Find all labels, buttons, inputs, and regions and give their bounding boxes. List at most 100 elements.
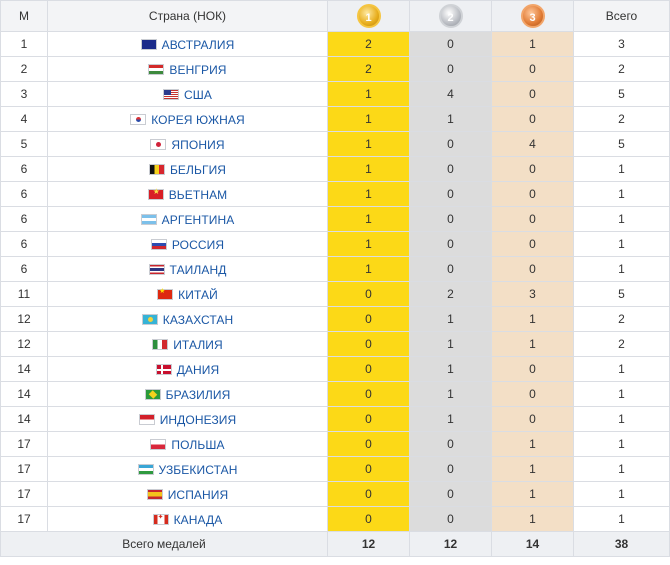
total-medals: 38 xyxy=(573,531,670,557)
country-link[interactable]: КАНАДА xyxy=(173,512,223,527)
silver-count: 0 xyxy=(409,506,492,532)
silver-count: 4 xyxy=(409,81,492,107)
gold-count: 0 xyxy=(327,281,410,307)
country-link[interactable]: ИТАЛИЯ xyxy=(173,337,223,352)
flag-it-icon xyxy=(152,338,169,350)
bronze-count: 0 xyxy=(491,81,574,107)
flag-au-icon xyxy=(140,38,157,50)
country-cell: ИТАЛИЯ xyxy=(47,331,328,357)
total-count: 1 xyxy=(573,356,670,382)
table-row: 17 ИСПАНИЯ 0 0 1 1 xyxy=(0,481,670,507)
total-column-header[interactable]: Всего xyxy=(573,0,670,32)
country-link[interactable]: ВЕНГРИЯ xyxy=(169,62,227,77)
country-link[interactable]: АРГЕНТИНА xyxy=(161,212,235,227)
flag-es-icon xyxy=(146,488,163,500)
rank-cell: 6 xyxy=(0,231,48,257)
country-link[interactable]: КИТАЙ xyxy=(178,287,218,302)
flag-ca-icon xyxy=(152,513,169,525)
country-cell: ДАНИЯ xyxy=(47,356,328,382)
flag-cn-icon xyxy=(157,287,174,300)
table-row: 5 ЯПОНИЯ 1 0 4 5 xyxy=(0,131,670,157)
country-cell: ИСПАНИЯ xyxy=(47,481,328,507)
country-cell: США xyxy=(47,81,328,107)
country-link[interactable]: УЗБЕКИСТАН xyxy=(158,462,238,477)
total-count: 2 xyxy=(573,56,670,82)
total-count: 1 xyxy=(573,206,670,232)
flag-br-icon xyxy=(144,388,161,400)
rank-column-header[interactable]: М xyxy=(0,0,48,32)
silver-column-header[interactable]: 2 xyxy=(409,0,492,32)
rank-cell: 17 xyxy=(0,456,48,482)
rank-cell: 14 xyxy=(0,406,48,432)
country-link[interactable]: ИНДОНЕЗИЯ xyxy=(159,412,237,427)
bronze-count: 0 xyxy=(491,56,574,82)
gold-count: 1 xyxy=(327,131,410,157)
country-link[interactable]: КОРЕЯ ЮЖНАЯ xyxy=(151,112,245,127)
rank-cell: 6 xyxy=(0,156,48,182)
rank-cell: 6 xyxy=(0,256,48,282)
total-count: 5 xyxy=(573,81,670,107)
total-count: 1 xyxy=(573,231,670,257)
gold-count: 0 xyxy=(327,506,410,532)
rank-cell: 5 xyxy=(0,131,48,157)
rank-cell: 1 xyxy=(0,31,48,57)
table-row: 14 ИНДОНЕЗИЯ 0 1 0 1 xyxy=(0,406,670,432)
gold-count: 1 xyxy=(327,181,410,207)
country-cell: КИТАЙ xyxy=(47,281,328,307)
gold-count: 0 xyxy=(327,431,410,457)
country-link[interactable]: ПОЛЬША xyxy=(171,437,225,452)
country-cell: БЕЛЬГИЯ xyxy=(47,156,328,182)
silver-medal-icon: 2 xyxy=(438,4,463,28)
table-row: 6 РОССИЯ 1 0 0 1 xyxy=(0,231,670,257)
flag-ar-icon xyxy=(140,213,157,225)
flag-jp-icon xyxy=(150,138,167,150)
country-cell: ВЕНГРИЯ xyxy=(47,56,328,82)
table-row: 14 БРАЗИЛИЯ 0 1 0 1 xyxy=(0,381,670,407)
total-count: 1 xyxy=(573,381,670,407)
total-count: 1 xyxy=(573,481,670,507)
country-link[interactable]: ИСПАНИЯ xyxy=(167,487,229,502)
rank-cell: 6 xyxy=(0,206,48,232)
country-link[interactable]: БЕЛЬГИЯ xyxy=(169,162,227,177)
silver-count: 1 xyxy=(409,406,492,432)
country-link[interactable]: США xyxy=(184,87,212,102)
table-row: 3 США 1 4 0 5 xyxy=(0,81,670,107)
bronze-count: 0 xyxy=(491,181,574,207)
country-link[interactable]: ЯПОНИЯ xyxy=(171,137,225,152)
gold-count: 1 xyxy=(327,106,410,132)
bronze-count: 0 xyxy=(491,106,574,132)
gold-count: 2 xyxy=(327,31,410,57)
country-link[interactable]: ТАИЛАНД xyxy=(169,262,227,277)
flag-vn-icon xyxy=(147,187,164,200)
country-link[interactable]: КАЗАХСТАН xyxy=(162,312,234,327)
bronze-count: 3 xyxy=(491,281,574,307)
flag-pl-icon xyxy=(150,438,167,450)
flag-hu-icon xyxy=(148,63,165,75)
country-link[interactable]: ДАНИЯ xyxy=(176,362,220,377)
bronze-column-header[interactable]: 3 xyxy=(491,0,574,32)
country-cell: ЯПОНИЯ xyxy=(47,131,328,157)
bronze-count: 1 xyxy=(491,31,574,57)
bronze-count: 0 xyxy=(491,231,574,257)
bronze-count: 0 xyxy=(491,406,574,432)
country-column-header[interactable]: Страна (НОК) xyxy=(47,0,328,32)
country-link[interactable]: АВСТРАЛИЯ xyxy=(161,37,235,52)
silver-count: 0 xyxy=(409,256,492,282)
silver-count: 0 xyxy=(409,156,492,182)
gold-column-header[interactable]: 1 xyxy=(327,0,410,32)
country-cell: АВСТРАЛИЯ xyxy=(47,31,328,57)
country-cell: УЗБЕКИСТАН xyxy=(47,456,328,482)
total-count: 1 xyxy=(573,156,670,182)
country-cell: ТАИЛАНД xyxy=(47,256,328,282)
bronze-count: 1 xyxy=(491,331,574,357)
country-cell: АРГЕНТИНА xyxy=(47,206,328,232)
bronze-count: 1 xyxy=(491,431,574,457)
country-link[interactable]: БРАЗИЛИЯ xyxy=(165,387,231,402)
table-row: 6 ТАИЛАНД 1 0 0 1 xyxy=(0,256,670,282)
silver-count: 0 xyxy=(409,56,492,82)
table-row: 12 ИТАЛИЯ 0 1 1 2 xyxy=(0,331,670,357)
country-cell: КАЗАХСТАН xyxy=(47,306,328,332)
country-link[interactable]: ВЬЕТНАМ xyxy=(168,187,228,202)
country-link[interactable]: РОССИЯ xyxy=(171,237,225,252)
silver-count: 1 xyxy=(409,381,492,407)
